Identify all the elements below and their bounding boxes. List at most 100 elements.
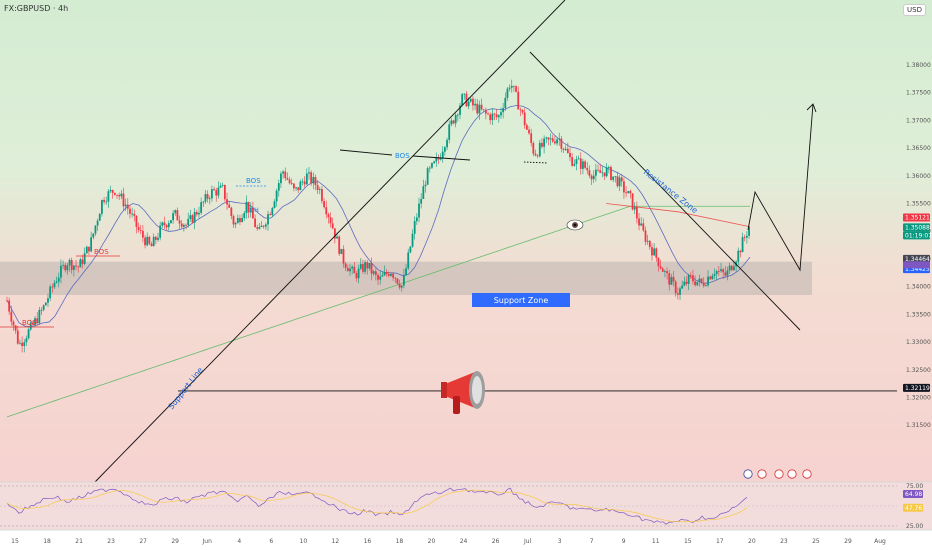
candle-body xyxy=(506,88,509,98)
candle-body xyxy=(664,271,666,272)
y-tick-label: 1.36000 xyxy=(906,173,931,180)
candle-body xyxy=(450,120,453,125)
price-tag-label: 1.34425 xyxy=(905,266,930,273)
support-zone-label-bg xyxy=(472,293,570,307)
candle-body xyxy=(381,275,384,277)
candle-body xyxy=(439,158,442,160)
candle-body xyxy=(98,213,101,221)
flag-icon xyxy=(743,469,753,479)
candle-body xyxy=(476,103,479,114)
price-tag xyxy=(903,231,930,240)
candle-body xyxy=(469,98,472,102)
candle-body xyxy=(394,277,397,279)
candle-body xyxy=(301,181,304,183)
candle-body xyxy=(245,201,248,213)
candle-body xyxy=(185,224,187,226)
candle-body xyxy=(318,189,321,191)
candle-body xyxy=(107,191,110,202)
candle-body xyxy=(72,265,75,270)
candle-body xyxy=(49,286,52,299)
candle-body xyxy=(420,199,423,204)
candle-body xyxy=(428,167,431,169)
candle-body xyxy=(284,171,287,179)
projection-arrowhead xyxy=(806,103,817,113)
bos-line xyxy=(412,155,471,161)
symbol-title: FX:GBPUSD · 4h xyxy=(4,4,69,13)
candle-body xyxy=(21,342,23,346)
candle-body xyxy=(726,270,729,276)
candle-body xyxy=(133,213,136,216)
rsi-value-tags: 64.98 47.76 xyxy=(903,490,923,512)
price-tag xyxy=(903,223,930,232)
candle-body xyxy=(187,218,190,226)
candle-body xyxy=(534,153,537,156)
candle-body xyxy=(23,342,26,346)
candle-body xyxy=(489,114,492,121)
x-tick-label: 17 xyxy=(716,538,724,545)
candle-body xyxy=(280,173,282,184)
candle-body xyxy=(364,262,366,272)
candle-body xyxy=(163,222,166,226)
candle-body xyxy=(730,265,733,271)
candle-body xyxy=(353,266,356,274)
candle-body xyxy=(491,113,494,121)
rsi-ticks: 75.00 25.00 xyxy=(906,483,923,530)
candle-body xyxy=(295,187,297,189)
candle-body xyxy=(655,248,658,258)
candle-body xyxy=(579,158,582,169)
candle-body xyxy=(126,204,129,209)
candle-body xyxy=(193,211,196,223)
candle-body xyxy=(180,223,183,227)
candle-body xyxy=(249,207,252,213)
candle-body xyxy=(431,163,433,168)
candle-body xyxy=(612,176,615,180)
candle-body xyxy=(277,183,280,191)
candle-body xyxy=(525,125,528,130)
candle-body xyxy=(702,282,705,286)
support-zone-label: Support Zone xyxy=(494,296,549,305)
candle-body xyxy=(349,268,351,272)
candle-body xyxy=(38,309,41,324)
candle-body xyxy=(346,267,349,272)
rsi-line xyxy=(6,487,748,525)
candle-body xyxy=(566,148,569,153)
y-tick-label: 1.33500 xyxy=(906,311,931,318)
candle-body xyxy=(16,330,19,344)
currency-button[interactable]: USD xyxy=(903,4,926,16)
y-tick-label: 1.31500 xyxy=(906,422,931,429)
candles xyxy=(6,79,750,353)
candle-body xyxy=(288,179,291,184)
candle-body xyxy=(683,281,686,286)
candle-body xyxy=(101,199,103,214)
candle-body xyxy=(68,260,71,266)
candle-body xyxy=(646,240,649,242)
candle-body xyxy=(614,176,617,178)
candle-body xyxy=(31,322,34,325)
candle-body xyxy=(178,220,181,224)
moving-average-fast-line xyxy=(6,105,751,327)
candle-body xyxy=(720,269,722,272)
candle-body xyxy=(131,213,134,215)
candle-body xyxy=(513,85,515,87)
candle-body xyxy=(575,159,578,164)
candle-body xyxy=(226,199,228,205)
candle-body xyxy=(482,109,485,111)
candle-body xyxy=(642,223,645,231)
candle-body xyxy=(413,221,416,234)
resistance-line xyxy=(529,51,801,331)
rsi-tick-label: 25.00 xyxy=(906,523,923,530)
candle-body xyxy=(327,214,330,218)
candle-body xyxy=(547,137,550,140)
candle-body xyxy=(310,172,313,184)
candle-body xyxy=(403,275,405,286)
candle-body xyxy=(66,265,69,271)
candle-body xyxy=(590,175,593,180)
candle-body xyxy=(14,325,17,331)
candle-body xyxy=(687,275,690,284)
candle-body xyxy=(577,158,580,160)
candle-body xyxy=(461,94,464,106)
candle-body xyxy=(536,155,539,157)
x-tick-label: 10 xyxy=(300,538,308,545)
